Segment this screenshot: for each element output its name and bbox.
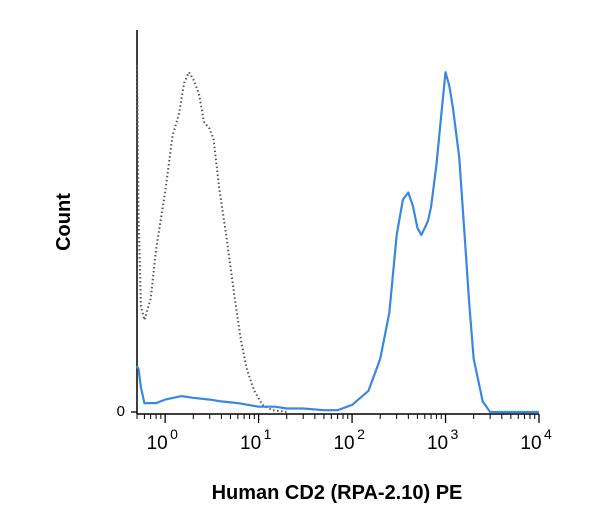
y-axis-label: Count (53, 193, 75, 251)
y-tick-label: 0 (117, 403, 125, 420)
x-tick-label: 10 (147, 433, 168, 454)
series-line-solid (135, 71, 539, 414)
y-ticks: 0 (117, 403, 137, 420)
x-ticks: 10 0 10 1 10 2 10 3 10 4 (136, 414, 552, 454)
series-line-dotted (136, 65, 287, 413)
x-tick-label: 10 (427, 433, 448, 454)
x-tick-exponent: 2 (357, 426, 365, 442)
x-tick-exponent: 3 (451, 426, 459, 442)
x-axis-label: Human CD2 (RPA-2.10) PE (212, 482, 463, 504)
x-tick-label: 10 (240, 433, 261, 454)
x-tick-exponent: 1 (264, 426, 272, 442)
x-tick-label: 10 (520, 433, 541, 454)
x-tick-label: 10 (333, 433, 354, 454)
x-tick-exponent: 0 (170, 426, 178, 442)
x-tick-exponent: 4 (544, 426, 552, 442)
series-layer (135, 65, 539, 414)
